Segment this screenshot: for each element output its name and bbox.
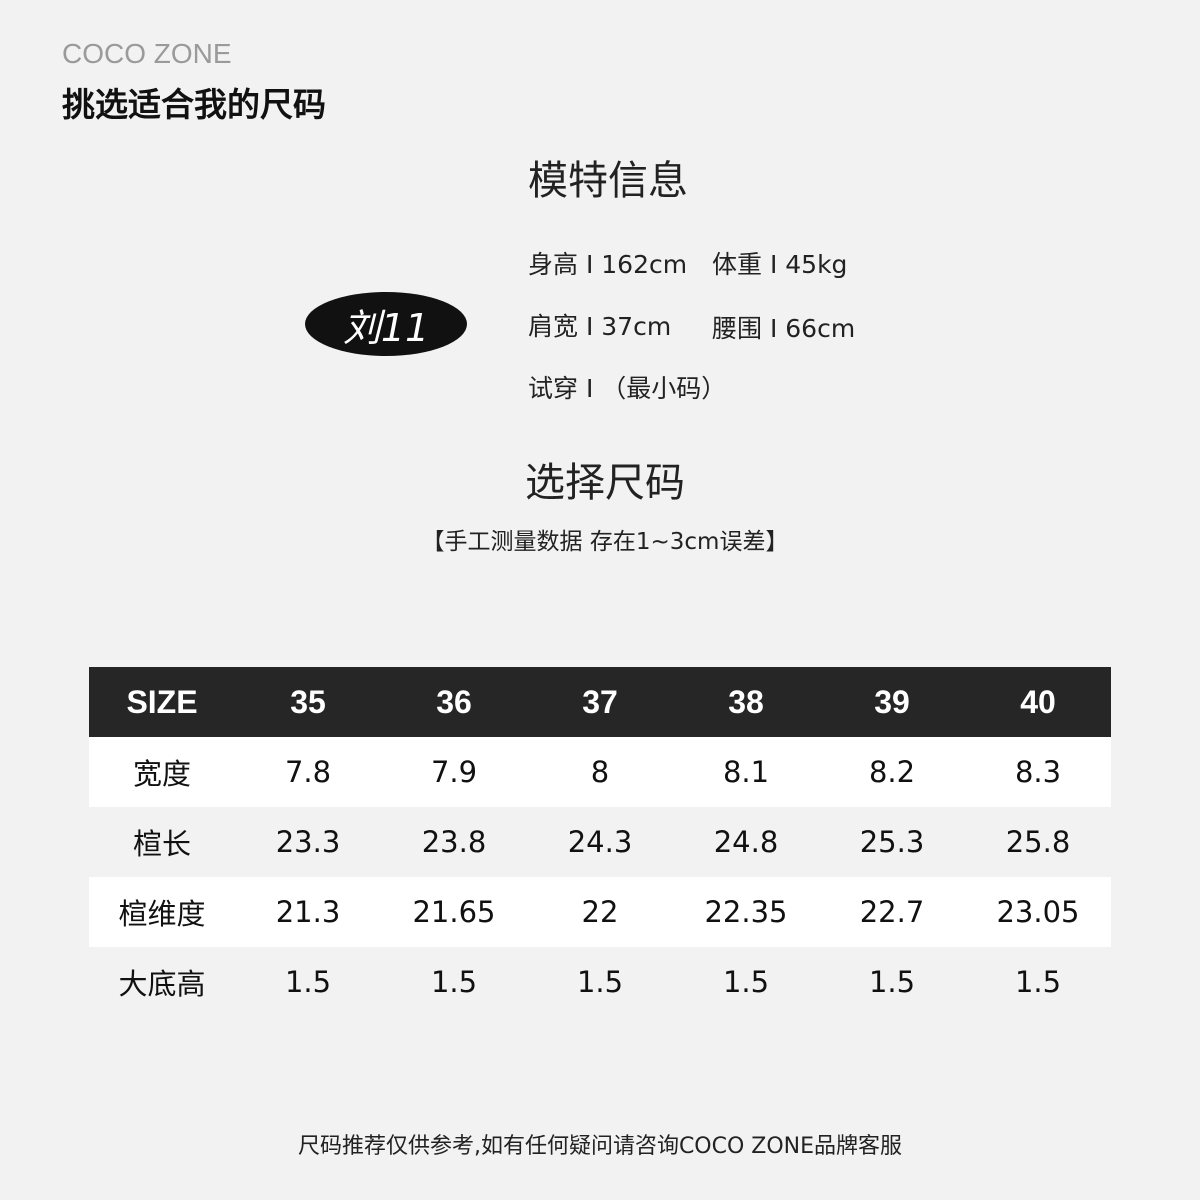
model-weight: 体重 I 45kg [712, 250, 848, 279]
page-title: 挑选适合我的尺码 [62, 85, 326, 124]
measurement-note: 【手工测量数据 存在1~3cm误差】 [421, 529, 789, 555]
table-cell: 8.1 [673, 737, 819, 807]
table-header-cell: 35 [235, 667, 381, 737]
table-cell: 1.5 [235, 947, 381, 1017]
table-cell: 22.35 [673, 877, 819, 947]
brand-name: COCO ZONE [62, 38, 232, 69]
table-cell: 1.5 [527, 947, 673, 1017]
table-cell: 7.9 [381, 737, 527, 807]
table-cell: 1.5 [673, 947, 819, 1017]
model-name-badge: 刘11 [305, 292, 467, 356]
footer-note: 尺码推荐仅供参考,如有任何疑问请咨询COCO ZONE品牌客服 [297, 1134, 903, 1159]
table-row: 大底高 1.5 1.5 1.5 1.5 1.5 1.5 [89, 947, 1111, 1017]
table-header-cell: 38 [673, 667, 819, 737]
table-cell: 21.65 [381, 877, 527, 947]
table-cell: 23.05 [965, 877, 1111, 947]
row-label: 大底高 [89, 947, 235, 1017]
table-row: 楦维度 21.3 21.65 22 22.35 22.7 23.05 [89, 877, 1111, 947]
select-size-title: 选择尺码 [525, 460, 685, 506]
model-waist: 腰围 I 66cm [712, 314, 856, 343]
model-shoulder: 肩宽 I 37cm [528, 312, 672, 341]
table-cell: 21.3 [235, 877, 381, 947]
table-header-row: SIZE 35 36 37 38 39 40 [89, 667, 1111, 737]
model-height: 身高 I 162cm [528, 250, 688, 279]
table-header-cell: 36 [381, 667, 527, 737]
table-header-cell: SIZE [89, 667, 235, 737]
model-name: 刘11 [342, 305, 430, 350]
table-cell: 23.3 [235, 807, 381, 877]
table-cell: 23.8 [381, 807, 527, 877]
row-label: 宽度 [89, 737, 235, 807]
table-header-cell: 37 [527, 667, 673, 737]
table-cell: 25.3 [819, 807, 965, 877]
table-cell: 1.5 [819, 947, 965, 1017]
table-cell: 7.8 [235, 737, 381, 807]
table-cell: 1.5 [965, 947, 1111, 1017]
table-header-cell: 40 [965, 667, 1111, 737]
table-cell: 24.8 [673, 807, 819, 877]
table-cell: 1.5 [381, 947, 527, 1017]
row-label: 楦长 [89, 807, 235, 877]
table-cell: 8.3 [965, 737, 1111, 807]
table-row: 宽度 7.8 7.9 8 8.1 8.2 8.3 [89, 737, 1111, 807]
model-tried-size: 试穿 I （最小码） [528, 374, 727, 403]
table-cell: 22.7 [819, 877, 965, 947]
table-cell: 24.3 [527, 807, 673, 877]
size-table: SIZE 35 36 37 38 39 40 宽度 7.8 7.9 8 8.1 8.2 8.3 楦长 23.… [89, 667, 1111, 1017]
table-cell: 22 [527, 877, 673, 947]
table-cell: 25.8 [965, 807, 1111, 877]
row-label: 楦维度 [89, 877, 235, 947]
table-header-cell: 39 [819, 667, 965, 737]
table-row: 楦长 23.3 23.8 24.3 24.8 25.3 25.8 [89, 807, 1111, 877]
table-cell: 8 [527, 737, 673, 807]
model-info-title: 模特信息 [528, 158, 688, 204]
table-cell: 8.2 [819, 737, 965, 807]
